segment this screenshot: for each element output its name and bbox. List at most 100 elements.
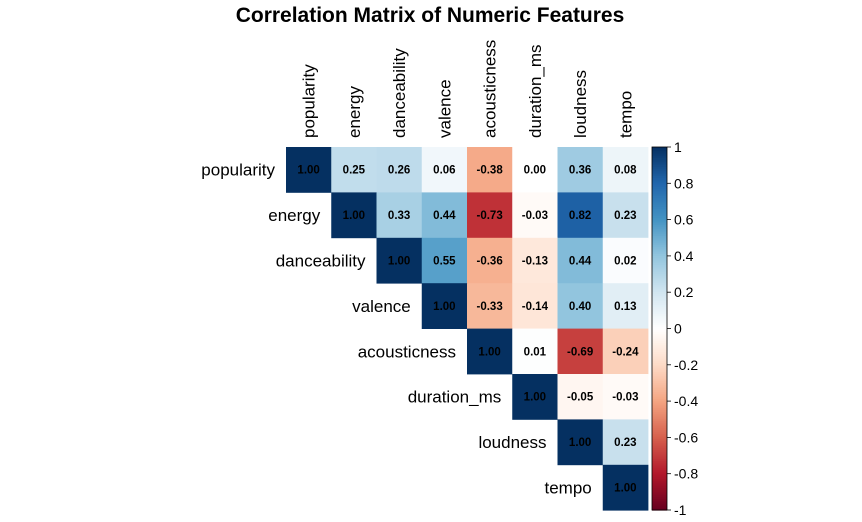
- heatmap-cell-tempo-tempo: [602, 464, 649, 511]
- colorbar-segment: [652, 332, 667, 335]
- colorbar-segment: [652, 500, 667, 504]
- colorbar-segment: [652, 459, 667, 462]
- colorbar-segment: [652, 415, 667, 419]
- colorbar-segment: [652, 148, 667, 152]
- cell-value-label: 1.00: [614, 483, 636, 495]
- colorbar-segment: [652, 294, 667, 297]
- colorbar-segment: [652, 292, 667, 295]
- colorbar-segment: [652, 154, 667, 157]
- colorbar-tick-label: 1: [674, 139, 682, 155]
- colorbar-segment: [652, 433, 667, 437]
- colorbar-segment: [652, 422, 667, 426]
- colorbar-segment: [652, 290, 667, 293]
- colorbar-segment: [652, 468, 667, 471]
- column-label-popularity: popularity: [300, 64, 319, 138]
- heatmap-cell-duration_ms-duration_ms: [512, 374, 558, 420]
- colorbar-segment: [652, 399, 667, 402]
- heatmap-cell-danceability-valence: [421, 237, 468, 284]
- colorbar-segment: [652, 368, 667, 371]
- colorbar-segment: [652, 508, 667, 511]
- colorbar-segment: [652, 297, 667, 301]
- heatmap-cell-popularity-danceability: [376, 147, 423, 193]
- colorbar-segment: [652, 221, 667, 224]
- colorbar-segment: [652, 479, 667, 482]
- colorbar-segment: [652, 259, 667, 262]
- heatmap-cell-popularity-popularity: [286, 147, 332, 193]
- colorbar-segment: [652, 473, 667, 477]
- colorbar-segment: [652, 431, 667, 435]
- colorbar-tick-label: 0.8: [674, 175, 694, 191]
- row-label-acousticness: acousticness: [358, 342, 456, 361]
- column-label-valence: valence: [435, 79, 454, 138]
- colorbar-segment: [652, 406, 667, 409]
- colorbar-segment: [652, 413, 667, 417]
- cell-value-label: -0.05: [567, 392, 594, 404]
- colorbar-segment: [652, 451, 667, 455]
- colorbar-segment: [652, 366, 667, 370]
- cell-value-label: 1.00: [297, 165, 319, 177]
- colorbar-segment: [652, 384, 667, 388]
- colorbar-segment: [652, 337, 667, 340]
- cell-value-label: 1.00: [433, 301, 455, 313]
- colorbar-segment: [652, 359, 667, 362]
- colorbar-segment: [652, 210, 667, 213]
- colorbar-segment: [652, 353, 667, 357]
- cell-value-label: -0.38: [477, 165, 504, 177]
- colorbar-segment: [652, 424, 667, 428]
- cell-value-label: 0.00: [524, 165, 546, 177]
- colorbar-segment: [652, 428, 667, 431]
- colorbar-segment: [652, 150, 667, 154]
- heatmap-cell-duration_ms-tempo: [602, 374, 649, 420]
- colorbar-segment: [652, 439, 667, 442]
- heatmap-cell-valence-duration_ms: [512, 283, 558, 329]
- colorbar-segment: [652, 159, 667, 163]
- colorbar-segment: [652, 442, 667, 446]
- colorbar-segment: [652, 502, 667, 506]
- heatmap-cell-energy-valence: [421, 192, 468, 239]
- colorbar-segment: [652, 310, 667, 313]
- colorbar-segment: [652, 402, 667, 406]
- colorbar-segment: [652, 225, 667, 228]
- colorbar-segment: [652, 283, 667, 286]
- heatmap-cell-valence-loudness: [557, 283, 604, 329]
- colorbar-segment: [652, 192, 667, 195]
- colorbar-segment: [652, 471, 667, 475]
- heatmap-cell-danceability-tempo: [602, 237, 649, 284]
- cell-value-label: -0.03: [522, 210, 548, 222]
- colorbar-segment: [652, 444, 667, 448]
- colorbar-segment: [652, 230, 667, 233]
- colorbar-tick-label: -1: [674, 502, 687, 518]
- colorbar-segment: [652, 506, 667, 509]
- colorbar-segment: [652, 417, 667, 420]
- colorbar-segment: [652, 254, 667, 257]
- colorbar-tick-label: 0.6: [674, 212, 694, 228]
- cell-value-label: 1.00: [569, 437, 591, 449]
- colorbar-segment: [652, 388, 667, 391]
- cell-value-label: 0.44: [433, 210, 456, 222]
- column-label-acousticness: acousticness: [481, 40, 500, 138]
- colorbar-segment: [652, 303, 667, 306]
- colorbar-segment: [652, 482, 667, 486]
- column-label-tempo: tempo: [616, 91, 635, 138]
- colorbar-segment: [652, 312, 667, 315]
- colorbar-segment: [652, 183, 667, 186]
- colorbar-segment: [652, 491, 667, 495]
- cell-value-label: 0.23: [614, 437, 636, 449]
- colorbar-segment: [652, 246, 667, 250]
- colorbar-segment: [652, 377, 667, 380]
- colorbar-segment: [652, 156, 667, 159]
- colorbar-segment: [652, 237, 667, 241]
- colorbar-segment: [652, 477, 667, 480]
- colorbar-segment: [652, 357, 667, 360]
- heatmap-cell-valence-tempo: [602, 283, 649, 329]
- colorbar-segment: [652, 382, 667, 386]
- heatmap-cell-acousticness-tempo: [602, 328, 649, 375]
- colorbar-segment: [652, 161, 667, 164]
- heatmap-cell-loudness-tempo: [602, 419, 649, 466]
- heatmap-cell-energy-acousticness: [467, 192, 513, 239]
- colorbar-segment: [652, 352, 667, 355]
- colorbar-segment: [652, 163, 667, 166]
- cell-value-label: 0.82: [569, 210, 591, 222]
- colorbar-segment: [652, 172, 667, 175]
- colorbar-segment: [652, 313, 667, 317]
